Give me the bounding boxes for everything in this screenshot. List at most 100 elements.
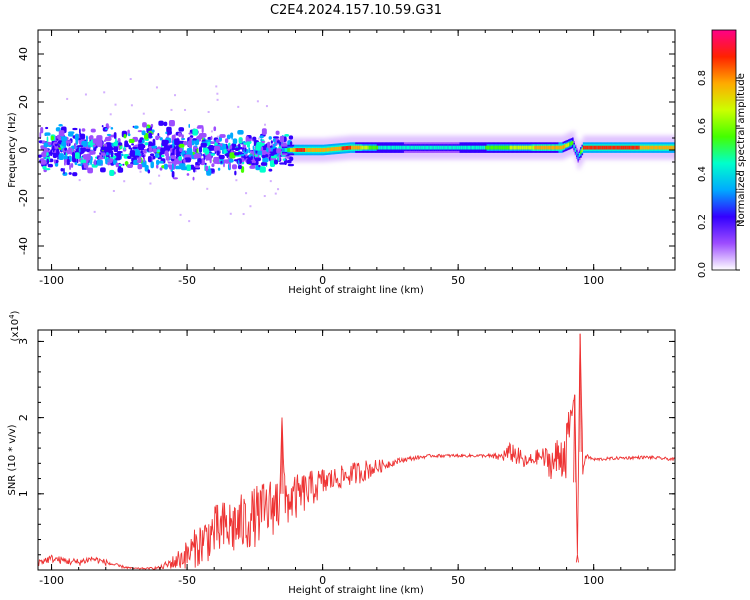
spectrogram-cell [660,145,662,150]
spectrogram-cell [42,165,47,170]
spectrogram-cell [390,145,393,150]
spectrogram-cell [178,143,185,148]
spectrogram-cell [348,145,350,150]
spectrogram-cell [483,145,486,150]
spectrogram-cell [509,145,512,150]
spectrogram-cell [101,146,108,151]
spectrogram-cell [523,145,525,150]
spectrogram-cell [87,167,93,174]
spectrogram-cell [50,135,54,141]
spectrogram-cell [325,147,327,152]
spectrogram-cell [228,158,234,163]
spectrogram-cell [516,145,519,150]
spectrogram-cell [332,147,334,152]
spectrogram-cell [141,144,145,148]
spectrogram-cell [238,137,243,144]
spectrogram-cell [174,149,177,155]
spectrogram-cell [276,148,282,154]
spectrogram-cell [252,145,255,150]
spectrogram-cell [79,128,81,134]
spectrogram-cell [391,145,394,150]
spectrogram-panel: -100 -50 0 50 100 -40 -20 0 20 40 Height of strai… [7,29,676,296]
spectrogram-cell [576,151,578,156]
spectrogram-cell [417,145,420,150]
spectrogram-cell [531,145,533,150]
spectrogram-cell [573,144,575,149]
spectrogram-cell [113,145,118,153]
colorbar: 0.0 0.2 0.4 0.6 0.8 Normalized spectral ampl… [697,29,747,278]
spectrogram-cell [53,141,58,144]
spectrogram-cell [361,145,364,150]
spectrogram-cell [567,142,570,147]
spectrogram-cell [585,145,588,150]
spectrogram-cell [452,145,455,150]
spectrogram-cell [554,145,557,150]
spectrogram-cell [326,147,329,152]
spectrogram-cell [231,134,233,140]
spectrogram-cell [109,113,112,116]
spectrogram-cell [310,148,313,152]
spectrogram-cell [113,132,117,139]
spectrogram-cell [405,145,407,150]
spectrogram-cell [406,145,409,150]
spectrogram-cell [167,160,170,163]
spectrogram-cell [288,135,294,140]
spectrogram-cell [448,145,451,150]
spectrogram-cell [642,145,645,150]
spectrogram-cell [137,130,143,133]
spectrogram-cell [597,145,600,150]
spectrogram-cell [649,145,651,150]
snr-spike [574,394,577,483]
spectrogram-cell [341,146,344,151]
spectrogram-cell [110,147,114,151]
spectrogram-cell [254,154,258,157]
spectrogram-cell [159,137,163,141]
spectrogram-cell [599,145,601,150]
spectrogram-cell [193,146,198,150]
spectrogram-cell [158,160,164,164]
spectrogram-cell [69,164,71,170]
spectrogram-cell [275,130,280,136]
spectrogram-cell [207,153,212,161]
spectrogram-cell [113,141,118,147]
spectrogram-cell [425,145,428,150]
spectrogram-cell [543,145,546,150]
spectrogram-cell [74,152,80,159]
spectrogram-cell [234,170,237,176]
spectrogram-cell [112,189,115,192]
spectrogram-cell [397,145,399,150]
spectrogram-cell [454,145,456,150]
spectrogram-cell [207,110,210,113]
spectrogram-cell [342,146,345,151]
spectrogram-cell [520,145,523,150]
spectrogram-cell [158,174,161,177]
spectrogram-cell [317,148,319,152]
spectrogram-cell [403,145,406,150]
spectrogram-cell [604,145,607,150]
spectrogram-cell [229,152,236,159]
spectrogram-cell [502,145,505,150]
spectrogram-cell [159,151,162,158]
spectrogram-cell [96,138,99,141]
spectrogram-cell [195,152,199,157]
spectrogram-cell [195,161,198,166]
spectrogram-cell [81,140,88,147]
spectrogram-cell [179,147,183,153]
spectrogram-cell [58,123,63,127]
spectrogram-cell [66,97,69,100]
spectrogram-cell [91,163,98,168]
spectrogram-cell [169,144,173,149]
spectrogram-cell [666,145,669,150]
spectrogram-cell [437,145,440,150]
spectrogram-cell [72,151,75,158]
spectrogram-cell [188,220,191,223]
spectrogram-cell [482,145,485,150]
spectrogram-cell [637,145,639,150]
spectrogram-cell [110,150,114,158]
spectrogram-cell [609,145,612,150]
spectrogram-cell [127,133,131,137]
spectrogram-cell [595,145,597,150]
spectrogram-cell [194,165,200,168]
spectrogram-cell [60,168,64,172]
spectrogram-cell [643,145,646,150]
